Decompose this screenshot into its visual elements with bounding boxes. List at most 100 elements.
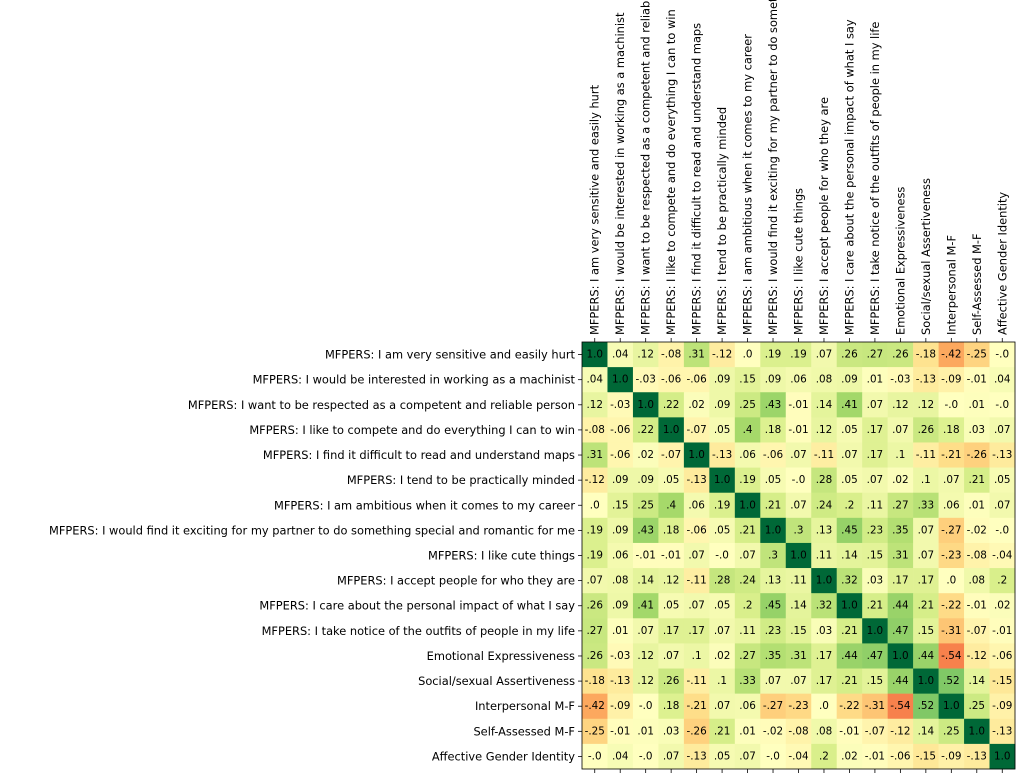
cell-value-r1-c3: -.06 — [661, 374, 681, 386]
cell-value-r16-c10: .02 — [841, 750, 858, 762]
cell-value-r8-c13: .07 — [918, 550, 935, 562]
cell-value-r10-c7: .45 — [765, 600, 782, 612]
col-label-mfpers-i-would-be-interested-in-working-as-a-machinist: MFPERS: I would be interested in working… — [613, 12, 627, 335]
heatmap-cell-r0-c16 — [989, 342, 1016, 368]
cell-value-r16-c8: -.04 — [788, 750, 809, 762]
heatmap-cell-r6-c0 — [582, 492, 608, 519]
heatmap-cell-r10-c4 — [683, 593, 710, 619]
cell-value-r14-c12: -.54 — [890, 700, 911, 712]
cell-value-r2-c1: -.03 — [610, 399, 630, 411]
heatmap-cell-r7-c8 — [785, 517, 812, 544]
row-label-mfpers-i-am-ambitious-when-it-comes-to-my-career: MFPERS: I am ambitious when it comes to … — [274, 498, 575, 512]
cell-value-r3-c6: .4 — [743, 424, 753, 436]
cell-value-r1-c6: .15 — [739, 374, 756, 386]
heatmap-cell-r5-c12 — [887, 467, 914, 494]
cell-value-r11-c10: .21 — [841, 625, 858, 637]
heatmap-cells — [582, 342, 1016, 770]
row-label-mfpers-i-care-about-the-personal-impact-of-what-i-say: MFPERS: I care about the personal impact… — [259, 599, 575, 613]
cell-value-r9-c13: .17 — [918, 575, 935, 587]
heatmap-cell-r13-c6 — [734, 668, 761, 694]
heatmap-cell-r9-c8 — [785, 568, 812, 594]
heatmap-cell-r13-c11 — [862, 668, 888, 694]
cell-value-r11-c1: .01 — [612, 625, 629, 637]
heatmap-cell-r14-c15 — [964, 693, 990, 720]
cell-value-r8-c2: -.01 — [636, 550, 656, 562]
heatmap-cell-r13-c1 — [607, 668, 634, 694]
cell-value-r3-c9: .12 — [816, 424, 833, 436]
cell-value-r6-c6: 1.0 — [739, 499, 756, 511]
heatmap-cell-r4-c0 — [582, 442, 608, 468]
heatmap-cell-r11-c11 — [862, 618, 888, 644]
cell-value-r14-c16: -.09 — [992, 700, 1012, 712]
heatmap-cell-r14-c4 — [683, 693, 710, 720]
heatmap-cell-r1-c7 — [760, 367, 787, 393]
heatmap-cell-r0-c0 — [582, 342, 608, 368]
cell-value-r3-c15: .03 — [969, 424, 986, 436]
cell-value-r5-c8: -.0 — [792, 474, 806, 486]
heatmap-cell-r1-c6 — [734, 367, 761, 393]
heatmap-cell-r11-c3 — [658, 618, 685, 644]
heatmap-cell-r11-c13 — [913, 618, 939, 644]
cell-value-r7-c0: .19 — [586, 524, 603, 536]
heatmap-cell-r2-c5 — [709, 392, 736, 418]
cell-value-r6-c11: .11 — [867, 499, 884, 511]
heatmap-cell-r10-c9 — [811, 593, 838, 619]
cell-value-r16-c11: -.01 — [865, 750, 885, 762]
heatmap-cell-r11-c4 — [683, 618, 710, 644]
cell-value-r9-c14: .0 — [946, 575, 956, 587]
heatmap-cell-r1-c10 — [836, 367, 863, 393]
heatmap-cell-r0-c7 — [760, 342, 787, 368]
row-label-mfpers-i-find-it-difficult-to-read-and-understand-maps: MFPERS: I find it difficult to read and … — [263, 448, 575, 462]
heatmap-cell-r1-c15 — [964, 367, 990, 393]
cell-value-r10-c12: .44 — [892, 600, 909, 612]
heatmap-cell-r16-c8 — [785, 743, 812, 770]
cell-value-r5-c3: .05 — [663, 474, 680, 486]
heatmap-cell-r7-c2 — [632, 517, 659, 544]
heatmap-cell-r12-c13 — [913, 643, 939, 669]
heatmap-cell-r7-c12 — [887, 517, 914, 544]
col-label-self-assessed-m-f: Self-Assessed M-F — [970, 233, 984, 335]
cell-value-r6-c5: .19 — [714, 499, 731, 511]
heatmap-cell-r4-c14 — [938, 442, 965, 468]
heatmap-cell-r2-c11 — [862, 392, 888, 418]
heatmap-cell-r13-c0 — [582, 668, 608, 694]
heatmap-cell-r7-c1 — [607, 517, 634, 544]
heatmap-cell-r0-c12 — [887, 342, 914, 368]
heatmap-cell-r16-c15 — [964, 743, 990, 770]
heatmap-cell-r14-c2 — [632, 693, 659, 720]
cell-value-r7-c12: .35 — [892, 524, 909, 536]
heatmap-cell-r16-c1 — [607, 743, 634, 770]
cell-value-r10-c11: .21 — [867, 600, 884, 612]
cell-value-r5-c0: -.12 — [585, 474, 605, 486]
heatmap-cell-r16-c3 — [658, 743, 685, 770]
heatmap-cell-r0-c6 — [734, 342, 761, 368]
heatmap-cell-r4-c6 — [734, 442, 761, 468]
cell-value-r3-c1: -.06 — [610, 424, 630, 436]
heatmap-cell-r1-c1 — [607, 367, 634, 393]
cell-value-r2-c14: -.0 — [944, 399, 958, 411]
heatmap-cell-r15-c5 — [709, 718, 736, 745]
cell-value-r2-c11: .07 — [867, 399, 884, 411]
col-label-mfpers-i-like-cute-things: MFPERS: I like cute things — [792, 188, 806, 335]
cell-value-r14-c5: .07 — [714, 700, 731, 712]
heatmap-cell-r4-c1 — [607, 442, 634, 468]
heatmap-cell-r9-c13 — [913, 568, 939, 594]
heatmap-cell-r14-c13 — [913, 693, 939, 720]
cell-value-r15-c8: -.08 — [788, 725, 808, 737]
heatmap-cell-r6-c15 — [964, 492, 990, 519]
heatmap-cell-r7-c14 — [938, 517, 965, 544]
cell-value-r0-c14: -.42 — [941, 349, 961, 361]
heatmap-cell-r0-c11 — [862, 342, 888, 368]
cell-value-r12-c12: 1.0 — [892, 650, 909, 662]
cell-value-r12-c16: -.06 — [992, 650, 1012, 662]
heatmap-cell-r14-c16 — [989, 693, 1016, 720]
heatmap-cell-r12-c15 — [964, 643, 990, 669]
cell-value-r15-c2: .01 — [637, 725, 654, 737]
heatmap-cell-r2-c10 — [836, 392, 863, 418]
heatmap-cell-r2-c12 — [887, 392, 914, 418]
heatmap-cell-r12-c1 — [607, 643, 634, 669]
cell-value-r6-c3: .4 — [666, 499, 676, 511]
heatmap-cell-r9-c5 — [709, 568, 736, 594]
heatmap-cell-r9-c10 — [836, 568, 863, 594]
heatmap-cell-r6-c12 — [887, 492, 914, 519]
